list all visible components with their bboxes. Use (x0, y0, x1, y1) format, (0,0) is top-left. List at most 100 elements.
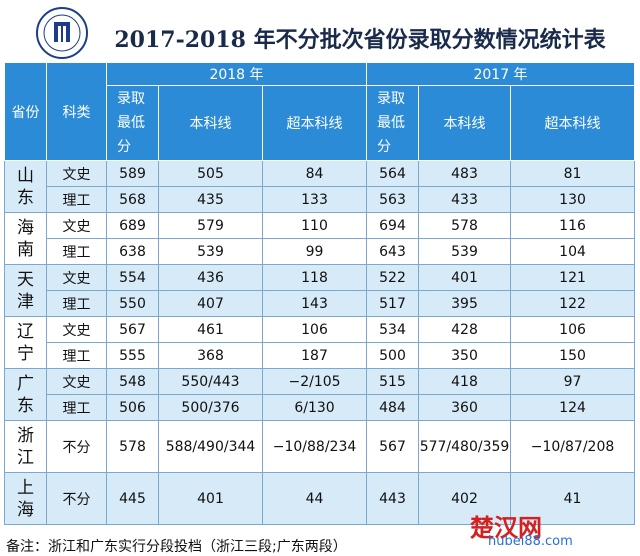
score-cell: 567 (106, 316, 159, 343)
score-cell: 418 (418, 368, 512, 395)
score-cell: 6/130 (261, 394, 368, 421)
score-cell: 106 (261, 316, 368, 343)
province-cell: 天津 (4, 264, 47, 317)
category-cell: 理工 (46, 342, 107, 369)
score-cell: 407 (158, 290, 263, 317)
score-cell: 548 (106, 368, 159, 395)
province-cell: 海南 (4, 212, 47, 265)
score-cell: 133 (261, 186, 368, 213)
score-cell: 534 (366, 316, 420, 343)
score-cell: 484 (366, 394, 420, 421)
score-cell: 500/376 (158, 394, 263, 421)
score-cell: 44 (261, 472, 368, 525)
logo (36, 7, 88, 59)
score-cell: 104 (510, 238, 636, 265)
header-cell: 科类 (46, 62, 107, 161)
score-cell: 143 (261, 290, 368, 317)
score-cell: −10/88/234 (261, 420, 368, 473)
category-cell: 不分 (46, 420, 107, 473)
score-cell: 563 (366, 186, 420, 213)
score-cell: 578 (418, 212, 512, 239)
score-cell: 550 (106, 290, 159, 317)
score-cell: 395 (418, 290, 512, 317)
score-cell: 515 (366, 368, 420, 395)
score-cell: 461 (158, 316, 263, 343)
score-cell: 505 (158, 160, 263, 187)
score-table: 省份 科类 2018 年 2017 年录取最低分 本科线 超本科线 录取最低分 本科线 超本科线… (4, 62, 636, 525)
category-cell: 文史 (46, 160, 107, 187)
score-cell: 350 (418, 342, 512, 369)
header-cell: 省份 (4, 62, 47, 161)
score-cell: 443 (366, 472, 420, 525)
score-cell: 564 (366, 160, 420, 187)
score-cell: 433 (418, 186, 512, 213)
score-cell: 643 (366, 238, 420, 265)
header-cell: 录取最低分 (106, 85, 159, 161)
score-cell: 522 (366, 264, 420, 291)
category-cell: 文史 (46, 368, 107, 395)
year-header: 2017 年 (366, 62, 636, 86)
score-cell: 187 (261, 342, 368, 369)
header-cell: 超本科线 (261, 85, 368, 161)
year-header: 2018 年 (105, 62, 368, 86)
score-cell: 539 (418, 238, 512, 265)
province-cell: 辽宁 (4, 316, 47, 369)
score-cell: 568 (106, 186, 159, 213)
category-cell: 文史 (46, 264, 107, 291)
score-cell: 554 (106, 264, 159, 291)
score-cell: 506 (106, 394, 159, 421)
score-cell: 118 (261, 264, 368, 291)
score-cell: 694 (366, 212, 420, 239)
header-cell: 本科线 (158, 85, 263, 161)
category-cell: 理工 (46, 238, 107, 265)
score-cell: −10/87/208 (510, 420, 636, 473)
score-cell: 130 (510, 186, 636, 213)
score-cell: 445 (106, 472, 159, 525)
score-cell: 567 (366, 420, 420, 473)
category-cell: 文史 (46, 212, 107, 239)
watermark-url: hubei88.com (488, 534, 573, 549)
category-cell: 理工 (46, 394, 107, 421)
score-cell: 124 (510, 394, 636, 421)
province-cell: 浙江 (4, 420, 47, 473)
category-cell: 理工 (46, 186, 107, 213)
category-cell: 理工 (46, 290, 107, 317)
score-cell: 428 (418, 316, 512, 343)
score-cell: 401 (418, 264, 512, 291)
score-cell: 589 (106, 160, 159, 187)
province-cell: 广东 (4, 368, 47, 421)
score-cell: 638 (106, 238, 159, 265)
score-cell: 588/490/344 (158, 420, 263, 473)
province-cell: 上海 (4, 472, 47, 525)
title: 2017-2018 年不分批次省份录取分数情况统计表 (114, 27, 606, 53)
score-cell: 116 (510, 212, 636, 239)
score-cell: 97 (510, 368, 636, 395)
score-cell: 578 (106, 420, 159, 473)
score-cell: 150 (510, 342, 636, 369)
score-cell: 106 (510, 316, 636, 343)
score-cell: 402 (418, 472, 512, 525)
score-cell: 99 (261, 238, 368, 265)
score-cell: 435 (158, 186, 263, 213)
header-cell: 录取最低分 (366, 85, 420, 161)
score-cell: 84 (261, 160, 368, 187)
score-cell: 550/443 (158, 368, 263, 395)
score-cell: 555 (106, 342, 159, 369)
score-cell: −2/105 (261, 368, 368, 395)
province-cell: 山东 (4, 160, 47, 213)
score-cell: 436 (158, 264, 263, 291)
category-cell: 文史 (46, 316, 107, 343)
score-cell: 539 (158, 238, 263, 265)
header-cell: 本科线 (418, 85, 512, 161)
score-cell: 122 (510, 290, 636, 317)
score-cell: 483 (418, 160, 512, 187)
score-cell: 110 (261, 212, 368, 239)
score-cell: 121 (510, 264, 636, 291)
note: 备注：浙江和广东实行分段投档（浙江三段;广东两段） (6, 539, 347, 555)
score-cell: 517 (366, 290, 420, 317)
score-cell: 579 (158, 212, 263, 239)
score-cell: 577/480/359 (418, 420, 512, 473)
score-cell: 81 (510, 160, 636, 187)
score-cell: 41 (510, 472, 636, 525)
